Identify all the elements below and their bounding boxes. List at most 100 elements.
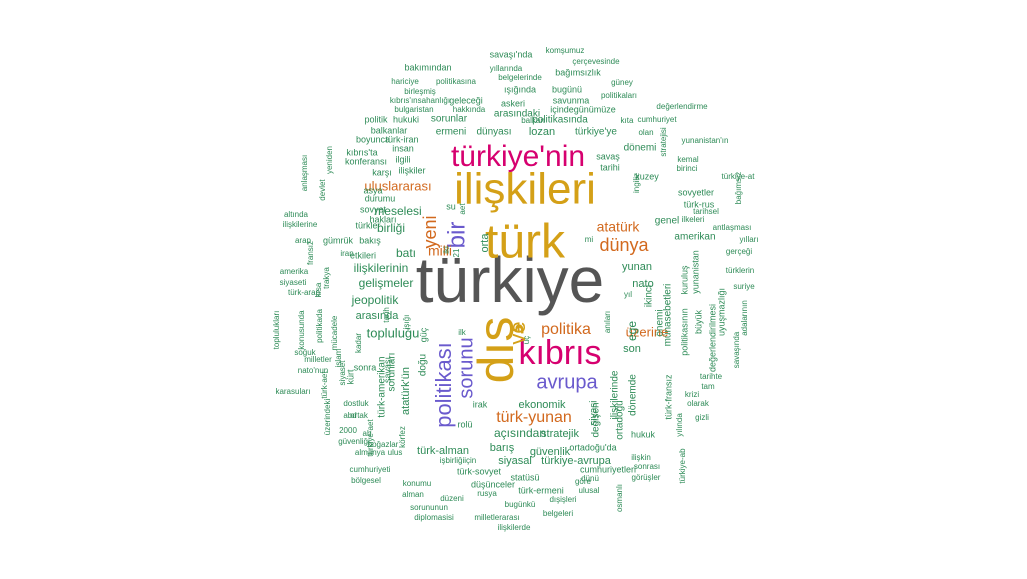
cloud-word: konferansı	[345, 156, 387, 166]
cloud-word: alman	[402, 490, 424, 499]
cloud-word: ermeni	[436, 127, 467, 138]
cloud-word: balkanlar	[371, 125, 408, 135]
cloud-word: stratejik	[541, 428, 579, 440]
cloud-word: anlaşması	[300, 155, 309, 191]
cloud-word: savunma	[553, 95, 590, 105]
cloud-word: dostluk	[343, 399, 369, 408]
cloud-word: savaşı	[382, 357, 392, 383]
cloud-word: geleceği	[449, 95, 483, 105]
cloud-word: devlet	[318, 179, 327, 201]
cloud-word: türkiye'nin	[451, 140, 585, 173]
cloud-word: arasında	[356, 310, 400, 322]
cloud-word: işbirliğiiçin	[440, 456, 476, 465]
cloud-word: ortadoğu	[615, 400, 626, 439]
cloud-word: hakkında	[453, 105, 486, 114]
cloud-word: dönemi	[624, 143, 657, 154]
cloud-word: meselesi	[374, 204, 421, 218]
cloud-word: cumhuriyet	[637, 115, 677, 124]
cloud-word: hariciye	[391, 77, 419, 86]
cloud-word: iran	[340, 249, 353, 258]
cloud-word: kadar	[354, 333, 363, 353]
cloud-word: sorununun	[410, 503, 448, 512]
cloud-word: boyunca	[356, 134, 390, 144]
cloud-word: güvenlik	[530, 446, 571, 458]
cloud-word: fransız	[306, 241, 315, 265]
cloud-word: adalarının	[740, 300, 749, 336]
cloud-word: ulusal	[579, 486, 600, 495]
cloud-word: türk-iran	[385, 134, 418, 144]
cloud-word: rolü	[457, 419, 472, 429]
cloud-word: türk-sovyet	[457, 466, 502, 476]
cloud-word: asya	[363, 185, 382, 195]
cloud-word: ilişkileri	[454, 165, 596, 214]
cloud-word: boğazlar	[368, 440, 399, 449]
cloud-word: uluslararası	[364, 178, 431, 193]
cloud-word: düzeni	[440, 494, 464, 503]
cloud-word: savaşında	[732, 331, 741, 368]
cloud-word: komşumuz	[546, 46, 585, 55]
cloud-word: irak	[473, 399, 488, 409]
cloud-word: dünü	[581, 474, 599, 483]
cloud-word: dünyası	[476, 127, 511, 138]
cloud-word: atatürk	[597, 219, 641, 235]
cloud-word: münasebetleri	[663, 284, 674, 347]
cloud-word: islam	[334, 348, 343, 367]
cloud-word: su	[446, 201, 456, 211]
cloud-word: batı	[396, 246, 416, 260]
cloud-word: siyasal	[498, 455, 532, 467]
cloud-word: bölgesel	[351, 476, 381, 485]
cloud-word: ulus	[388, 448, 403, 457]
cloud-word: türk-arap	[288, 288, 321, 297]
cloud-word: balkan	[521, 116, 545, 125]
cloud-word: güvenliği	[338, 437, 370, 446]
cloud-word: milletlerarası	[474, 513, 519, 522]
cloud-word: mücadele	[330, 315, 339, 350]
cloud-word: jeopolitik	[351, 293, 400, 307]
cloud-word: bağımsız	[734, 172, 743, 204]
cloud-word: türk-fransız	[663, 374, 673, 420]
cloud-word: yılında	[675, 413, 684, 437]
cloud-word: ilgili	[395, 154, 410, 164]
cloud-word: anıları	[603, 311, 612, 333]
cloud-word: politikada	[315, 309, 324, 343]
cloud-word: birleşmiş	[404, 87, 436, 96]
cloud-word: kürt	[345, 369, 355, 385]
cloud-word: bugünü	[552, 84, 582, 94]
cloud-word: ilişkiler	[399, 165, 426, 175]
cloud-word: amerikan	[674, 232, 715, 243]
cloud-word: cumhuriyeti	[350, 465, 391, 474]
cloud-word: siyaseti	[280, 278, 307, 287]
cloud-word: yunan	[622, 261, 652, 273]
cloud-word: belgelerinde	[498, 73, 542, 82]
cloud-word: abd	[343, 411, 356, 420]
cloud-word: dışişleri	[549, 495, 576, 504]
cloud-word: tarihsel	[693, 207, 719, 216]
cloud-word: sonra	[354, 362, 377, 372]
cloud-word: politikasının	[679, 308, 689, 356]
cloud-word: türk-aet	[320, 371, 329, 399]
cloud-word: antlaşması	[713, 223, 752, 232]
cloud-word: büyük	[693, 309, 703, 334]
cloud-word: politika	[541, 321, 591, 338]
cloud-word: bugünkü	[505, 500, 536, 509]
cloud-word: gelişmeler	[359, 276, 414, 290]
cloud-word: ilişkilerine	[283, 220, 318, 229]
cloud-word: görüşler	[632, 473, 661, 482]
cloud-word: açısından	[494, 426, 546, 440]
cloud-word: üç	[522, 336, 531, 344]
cloud-word: türkiye-avrupa	[541, 455, 612, 467]
cloud-word: statüsü	[510, 472, 539, 482]
cloud-word: tarihte	[700, 372, 723, 381]
cloud-word: güç	[418, 327, 428, 342]
cloud-word: iki	[442, 246, 451, 254]
cloud-word: bakımından	[404, 62, 451, 72]
cloud-word: körfez	[398, 426, 407, 448]
cloud-word: stratejisi	[659, 127, 668, 157]
cloud-word: sorunlar	[431, 114, 468, 125]
cloud-word: politikası	[431, 342, 456, 428]
cloud-word: kıbrıs'ta	[346, 147, 377, 157]
cloud-word: konumu	[403, 479, 431, 488]
cloud-word: olarak	[687, 399, 710, 408]
cloud-word: politikaları	[601, 91, 637, 100]
cloud-word: siyaset	[338, 360, 347, 386]
